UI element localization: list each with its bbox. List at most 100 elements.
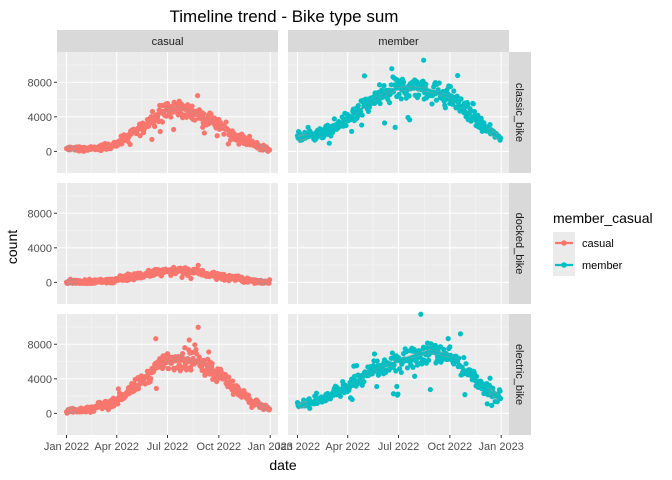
data-point — [455, 72, 461, 79]
facet-strip-label-casual: casual — [152, 36, 184, 48]
data-point — [159, 119, 166, 125]
data-point — [470, 101, 476, 107]
data-point — [489, 402, 495, 409]
data-point — [423, 81, 429, 87]
data-point — [188, 367, 194, 373]
data-point — [182, 345, 188, 351]
data-point — [447, 83, 454, 90]
data-point — [447, 344, 453, 350]
legend-key-point — [561, 262, 567, 268]
data-point — [396, 91, 402, 97]
data-point — [461, 354, 467, 361]
data-point — [195, 262, 201, 268]
data-point — [153, 336, 159, 342]
data-point — [168, 272, 174, 278]
data-point — [429, 101, 435, 107]
data-point — [407, 117, 413, 123]
data-point — [426, 357, 432, 363]
data-point — [398, 96, 404, 102]
data-point — [487, 122, 493, 128]
data-point — [392, 124, 398, 130]
facet-strip-casual — [57, 30, 278, 52]
panel-member-electric_bike: electric_bike — [288, 311, 531, 435]
x-tick-label: Oct 2022 — [197, 441, 242, 453]
data-point — [389, 66, 395, 72]
data-point — [394, 383, 400, 390]
data-point — [115, 401, 121, 407]
data-point — [400, 79, 407, 85]
data-point — [406, 93, 412, 99]
panel-casual-classic_bike: casual 0 4000 8000 — [28, 30, 278, 173]
data-point — [415, 92, 422, 98]
data-point — [331, 116, 337, 122]
panel-casual-docked_bike: 0 4000 8000 — [28, 183, 278, 304]
data-point — [418, 311, 424, 317]
data-point — [349, 128, 355, 135]
data-point — [343, 122, 349, 129]
data-point — [208, 111, 214, 117]
data-point — [467, 107, 474, 113]
data-point — [337, 393, 344, 399]
data-point — [359, 122, 365, 128]
data-point — [201, 130, 207, 136]
facet-strip-label-docked_bike: docked_bike — [513, 213, 525, 275]
data-point — [390, 391, 397, 397]
data-point — [326, 140, 332, 146]
x-tick-label: Apr 2022 — [94, 441, 139, 453]
data-point — [189, 103, 195, 109]
data-point — [494, 399, 500, 405]
y-tick-label: 0 — [46, 277, 52, 289]
data-point — [127, 141, 133, 147]
data-point — [474, 373, 480, 380]
y-tick-label: 8000 — [28, 77, 52, 89]
facet-strip-label-electric_bike: electric_bike — [513, 344, 525, 405]
data-point — [434, 358, 440, 364]
data-point — [374, 383, 380, 390]
data-point — [214, 133, 220, 139]
data-point — [206, 349, 212, 355]
legend-title: member_casual — [553, 210, 653, 226]
data-point — [404, 365, 411, 371]
data-point — [115, 386, 121, 392]
facet-strip-classic_bike — [509, 52, 531, 173]
data-point — [195, 93, 201, 99]
trend-line — [66, 356, 271, 412]
data-point — [307, 405, 313, 411]
x-tick-label: Jan 2023 — [479, 441, 524, 453]
data-point — [497, 388, 503, 394]
data-point — [365, 108, 371, 114]
data-point — [168, 114, 174, 120]
data-point — [230, 378, 236, 384]
data-point — [393, 368, 399, 374]
legend-label-casual: casual — [582, 238, 614, 250]
legend-item-member: member — [553, 254, 623, 276]
x-tick-label: Apr 2022 — [325, 441, 370, 453]
data-point — [398, 369, 404, 376]
data-point — [395, 391, 401, 397]
data-point — [421, 57, 427, 63]
facet-strip-member — [288, 30, 509, 52]
data-point — [374, 358, 380, 364]
data-point — [458, 96, 464, 102]
data-point — [196, 354, 202, 360]
data-point — [366, 104, 373, 110]
chart-title: Timeline trend - Bike type sum — [170, 7, 399, 26]
data-point — [490, 385, 496, 391]
data-point — [361, 379, 367, 385]
data-point — [451, 88, 457, 94]
panel-casual-electric_bike: 0 4000 8000 — [28, 314, 278, 435]
data-point — [456, 355, 462, 361]
y-tick-label: 4000 — [28, 243, 52, 255]
data-point — [209, 360, 215, 367]
data-point — [462, 392, 468, 398]
data-point — [484, 401, 490, 407]
trend-line — [297, 87, 502, 140]
y-tick-label: 4000 — [28, 374, 52, 386]
data-point — [188, 275, 194, 282]
data-point — [216, 375, 222, 381]
data-point — [436, 80, 442, 86]
y-axis-title: count — [4, 230, 20, 264]
data-point — [457, 331, 464, 337]
panel-member-docked_bike: docked_bike — [288, 183, 531, 304]
data-point — [442, 105, 448, 111]
